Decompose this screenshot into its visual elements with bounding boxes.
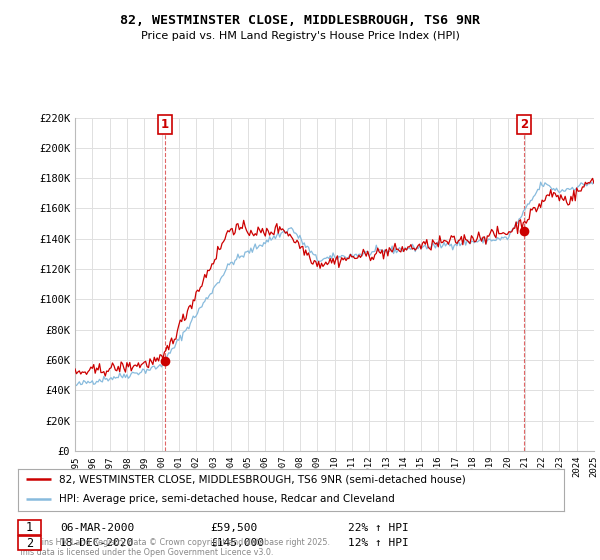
Text: £145,000: £145,000 [210, 538, 264, 548]
Text: 2: 2 [26, 536, 33, 550]
Text: £59,500: £59,500 [210, 522, 257, 533]
Text: 82, WESTMINSTER CLOSE, MIDDLESBROUGH, TS6 9NR (semi-detached house): 82, WESTMINSTER CLOSE, MIDDLESBROUGH, TS… [59, 474, 466, 484]
Text: 1: 1 [26, 521, 33, 534]
Text: 2: 2 [520, 118, 528, 130]
Text: 82, WESTMINSTER CLOSE, MIDDLESBROUGH, TS6 9NR: 82, WESTMINSTER CLOSE, MIDDLESBROUGH, TS… [120, 14, 480, 27]
Text: 18-DEC-2020: 18-DEC-2020 [60, 538, 134, 548]
Text: 06-MAR-2000: 06-MAR-2000 [60, 522, 134, 533]
Text: Price paid vs. HM Land Registry's House Price Index (HPI): Price paid vs. HM Land Registry's House … [140, 31, 460, 41]
Text: Contains HM Land Registry data © Crown copyright and database right 2025.
This d: Contains HM Land Registry data © Crown c… [18, 538, 330, 557]
Text: 22% ↑ HPI: 22% ↑ HPI [348, 522, 409, 533]
Text: 12% ↑ HPI: 12% ↑ HPI [348, 538, 409, 548]
Text: 1: 1 [161, 118, 169, 130]
Text: HPI: Average price, semi-detached house, Redcar and Cleveland: HPI: Average price, semi-detached house,… [59, 494, 395, 504]
